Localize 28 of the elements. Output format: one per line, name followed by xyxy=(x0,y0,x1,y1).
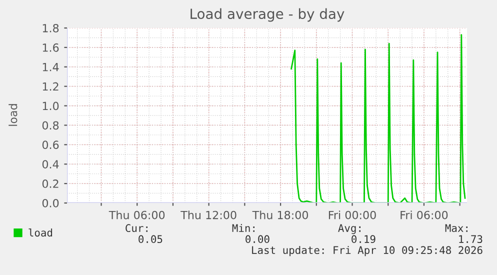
y-tick-label: 0.2 xyxy=(42,180,58,188)
legend-label: load xyxy=(28,228,52,237)
text: 0.05 xyxy=(138,235,162,244)
x-tick-label: Fri 00:00 xyxy=(328,210,376,220)
line-series xyxy=(290,34,466,203)
text: Min: xyxy=(232,224,254,232)
text: Max: xyxy=(445,224,468,232)
text: 0.19 xyxy=(352,235,376,244)
text: 1.73 xyxy=(459,235,482,244)
y-tick-label: 0.8 xyxy=(42,121,59,130)
x-tick-label: Thu 06:00 xyxy=(108,210,165,220)
y-tick-label: 1.6 xyxy=(42,43,59,52)
y-tick-label: 1.0 xyxy=(42,102,59,110)
y-tick-label: 1.8 xyxy=(42,24,59,32)
text: Avg: xyxy=(338,224,360,234)
x-tick-label: Thu 18:00 xyxy=(252,210,308,220)
y-tick-label: 0.0 xyxy=(42,198,59,208)
text: Cur: xyxy=(126,224,148,232)
y-tick-label: 1.2 xyxy=(42,82,58,91)
x-tick-label: Fri 06:00 xyxy=(400,210,448,220)
text: Last update: Fri Apr 10 09:25:48 2026 xyxy=(252,246,482,256)
y-tick-label: 1.4 xyxy=(42,63,59,72)
y-tick-label: 0.4 xyxy=(42,160,59,168)
text: 0.00 xyxy=(246,235,270,244)
x-tick-label: Thu 12:00 xyxy=(180,210,236,220)
y-tick-label: 0.6 xyxy=(42,140,59,150)
y-axis-title: load xyxy=(8,104,18,126)
chart-title: Load average - by day xyxy=(190,8,344,22)
